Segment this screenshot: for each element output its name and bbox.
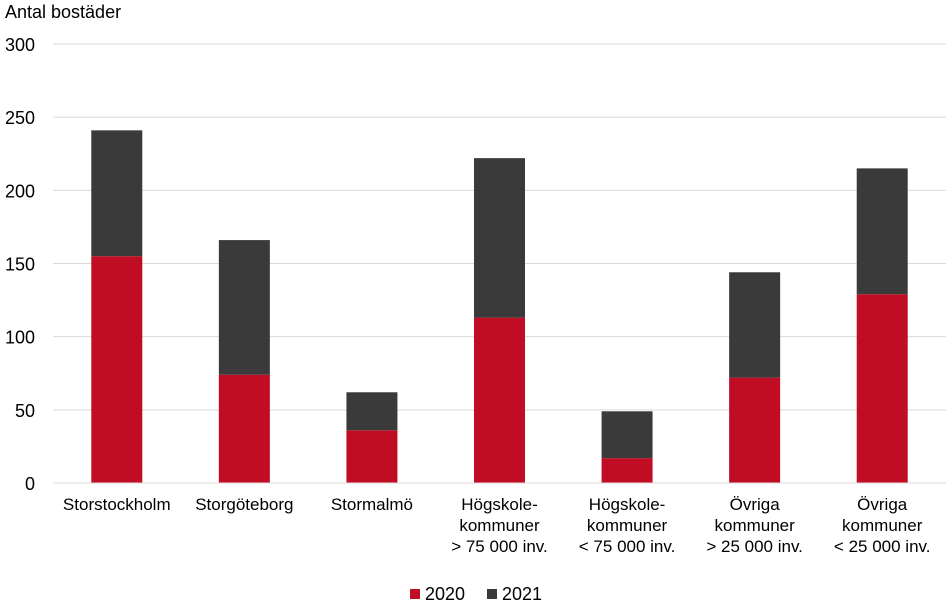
- category-label: Stormalmö: [331, 495, 413, 514]
- bar-2021: [218, 240, 270, 375]
- y-tick-label: 250: [5, 108, 35, 128]
- y-tick-label: 0: [25, 474, 35, 494]
- bar-2020: [218, 374, 270, 483]
- y-axis-label: Antal bostäder: [5, 2, 121, 22]
- bar-2021: [729, 272, 781, 378]
- bar-2021: [474, 158, 525, 318]
- bar-2021: [601, 411, 653, 459]
- bar-2021: [856, 168, 908, 295]
- category-label: Övriga: [857, 495, 908, 514]
- legend-label-2021: 2021: [502, 584, 542, 603]
- category-label: < 75 000 inv.: [579, 537, 676, 556]
- category-labels: Storstockholm Storgöteborg Stormalmö Högsko…: [63, 495, 931, 556]
- category-label: Storstockholm: [63, 495, 171, 514]
- bar-2020: [91, 256, 143, 483]
- category-label: < 25 000 inv.: [834, 537, 931, 556]
- category-label: Högskole-: [589, 495, 666, 514]
- category-label: kommuner: [842, 516, 923, 535]
- category-label: kommuner: [714, 516, 795, 535]
- y-tick-label: 200: [5, 181, 35, 201]
- category-label: Högskole-: [461, 495, 538, 514]
- y-tick-label: 150: [5, 255, 35, 275]
- legend: 2020 2021: [410, 584, 542, 603]
- legend-swatch-2021: [487, 589, 497, 599]
- bar-2020: [474, 317, 525, 483]
- bars: [91, 130, 908, 483]
- y-tick-label: 100: [5, 328, 35, 348]
- category-label: > 25 000 inv.: [706, 537, 803, 556]
- y-tick-label: 300: [5, 35, 35, 55]
- y-axis-ticks: 0 50 100 150 200 250 300: [5, 35, 35, 494]
- category-label: kommuner: [587, 516, 668, 535]
- legend-label-2020: 2020: [425, 584, 465, 603]
- category-label: kommuner: [459, 516, 540, 535]
- bar-2020: [346, 430, 398, 483]
- category-label: Storgöteborg: [195, 495, 293, 514]
- bar-2020: [856, 294, 908, 483]
- legend-swatch-2020: [410, 589, 420, 599]
- bar-2021: [346, 392, 398, 431]
- bar-2020: [729, 377, 781, 483]
- bar-2020: [601, 458, 653, 483]
- y-tick-label: 50: [15, 401, 35, 421]
- category-label: > 75 000 inv.: [451, 537, 548, 556]
- bar-2021: [91, 130, 143, 257]
- category-label: Övriga: [730, 495, 781, 514]
